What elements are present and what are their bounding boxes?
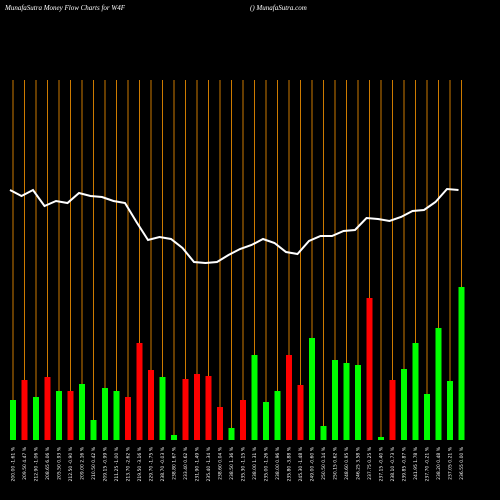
x-tick-label: 210.50 0.42 % bbox=[91, 446, 97, 480]
bar bbox=[113, 391, 120, 440]
bar bbox=[171, 435, 177, 440]
bar bbox=[389, 380, 396, 440]
x-tick-label: 238.20 0.48 % bbox=[436, 446, 442, 480]
bar bbox=[309, 338, 315, 440]
bar bbox=[297, 385, 304, 440]
bar bbox=[182, 379, 189, 440]
x-tick-label: 237.70 -0.21 % bbox=[425, 446, 431, 481]
bar bbox=[228, 428, 235, 440]
x-tick-label: 235.30 -1.15 % bbox=[241, 446, 247, 481]
bar bbox=[458, 287, 465, 440]
x-tick-label: 241.95 1.78 % bbox=[413, 446, 419, 480]
chart-title: MunafaSutra Money Flow Charts for W4F bbox=[4, 4, 126, 12]
bar bbox=[125, 397, 131, 440]
bar bbox=[217, 407, 223, 440]
x-tick-label: 212.50 -0.90 % bbox=[68, 446, 74, 481]
x-tick-label: 238.00 1.31 % bbox=[252, 446, 258, 480]
x-tick-label: 209.50 4.47 % bbox=[22, 446, 28, 480]
bar bbox=[67, 391, 74, 440]
bar bbox=[263, 402, 269, 440]
x-tick-label: 239.85 -0.87 % bbox=[402, 446, 408, 481]
chart-subtitle: () MunafaSutra.com bbox=[250, 4, 307, 12]
x-tick-label: 229.70 -1.75 % bbox=[149, 446, 155, 481]
x-tick-label: 238.70 -0.03 % bbox=[160, 446, 166, 481]
bar bbox=[136, 343, 143, 440]
x-tick-label: 238.50 1.36 % bbox=[229, 446, 235, 480]
x-tick-label: 237.15 -0.40 % bbox=[379, 446, 385, 481]
bar bbox=[56, 391, 62, 440]
x-tick-label: 235.00 -1.26 % bbox=[264, 446, 270, 481]
bar bbox=[332, 360, 338, 440]
bar bbox=[366, 298, 373, 440]
x-tick-label: 248.60 0.95 % bbox=[344, 446, 350, 480]
bar bbox=[33, 397, 39, 440]
bar bbox=[447, 381, 453, 440]
x-tick-label: 205.50 0.93 % bbox=[57, 446, 63, 480]
bar bbox=[148, 370, 154, 440]
bar bbox=[90, 420, 97, 440]
x-tick-label: 250.50 0.14 % bbox=[321, 446, 327, 480]
x-tick-label: 246.25 3.58 % bbox=[356, 446, 362, 480]
bar bbox=[194, 374, 200, 440]
x-tick-label: 200.00 -1.61 % bbox=[11, 446, 17, 481]
x-tick-label: 219.50 -3.16 % bbox=[137, 446, 143, 481]
x-tick-label: 236.55 0.00 % bbox=[459, 446, 465, 480]
bar bbox=[435, 328, 442, 440]
bar bbox=[251, 355, 258, 440]
bar bbox=[44, 377, 51, 440]
bar bbox=[412, 343, 419, 440]
bar bbox=[320, 426, 327, 440]
bar bbox=[424, 394, 430, 440]
bar bbox=[205, 376, 212, 440]
x-tick-label: 212.90 -1.06 % bbox=[34, 446, 40, 481]
x-tick-label: 235.80 -3.88 % bbox=[287, 446, 293, 481]
x-tick-label: 238.10 -0.73 % bbox=[390, 446, 396, 481]
x-tick-label: 209.15 -0.99 % bbox=[103, 446, 109, 481]
bar bbox=[401, 369, 407, 440]
bar bbox=[286, 355, 292, 440]
x-tick-label: 250.15 0.62 % bbox=[333, 446, 339, 480]
x-tick-label: 238.60 0.04 % bbox=[218, 446, 224, 480]
x-tick-label: 231.90 -1.49 % bbox=[195, 446, 201, 481]
x-tick-label: 237.75 0.25 % bbox=[367, 446, 373, 480]
bar bbox=[274, 391, 281, 440]
bar bbox=[159, 377, 166, 440]
bar bbox=[343, 363, 350, 440]
bar bbox=[240, 400, 246, 440]
x-tick-label: 233.40 0.62 % bbox=[183, 446, 189, 480]
bar bbox=[79, 384, 85, 440]
x-tick-label: 209.00 2.16 % bbox=[80, 446, 86, 480]
x-tick-label: 238.00 0.96 % bbox=[275, 446, 281, 480]
bar bbox=[21, 380, 28, 440]
x-tick-label: 238.80 1.67 % bbox=[172, 446, 178, 480]
x-tick-label: 245.30 -1.48 % bbox=[298, 446, 304, 481]
x-tick-label: 237.05 0.21 % bbox=[448, 446, 454, 480]
x-tick-label: 211.25 -1.00 % bbox=[114, 446, 120, 481]
bar bbox=[10, 400, 16, 440]
bar bbox=[355, 365, 361, 440]
bar bbox=[378, 437, 384, 440]
x-tick-label: 235.40 -1.34 % bbox=[206, 446, 212, 481]
x-tick-label: 208.65 6.06 % bbox=[45, 446, 51, 480]
x-tick-label: 213.70 -2.62 % bbox=[126, 446, 132, 481]
x-tick-label: 249.00 -0.60 % bbox=[310, 446, 316, 481]
price-line bbox=[9, 187, 459, 265]
bar bbox=[102, 388, 108, 440]
